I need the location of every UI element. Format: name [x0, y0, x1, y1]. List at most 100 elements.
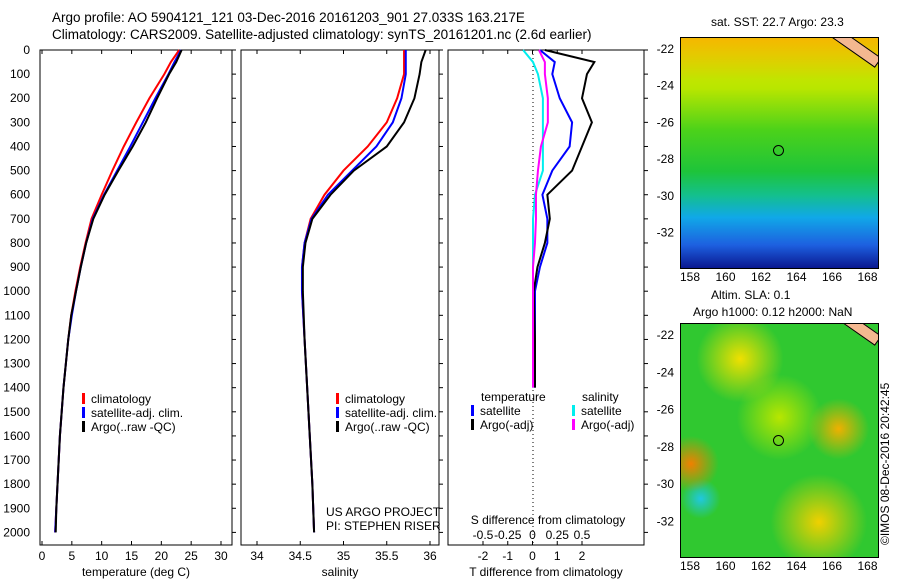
legend-swatch-satellite	[336, 407, 339, 418]
legend-temperature: climatology satellite-adj. clim. Argo(..…	[82, 392, 183, 434]
x-tick-label: 35.5	[375, 549, 399, 563]
plot-frame	[447, 49, 645, 546]
argo-location-marker	[773, 145, 784, 156]
legend-heading: temperature	[481, 390, 546, 404]
lat-tick-label: -30	[657, 477, 675, 491]
y-tick-label: 1600	[3, 429, 30, 443]
lon-tick-label: 164	[786, 270, 806, 284]
x-tick-label: 34.5	[289, 549, 313, 563]
imos-stamp: ©IMOS 08-Dec-2016 20:42:45	[878, 382, 892, 545]
x-tick-label: 0	[39, 549, 46, 563]
legend-heading: salinity	[582, 390, 619, 404]
x-tick-label: 36	[423, 549, 437, 563]
lat-tick-label: -24	[657, 365, 675, 379]
y-tick-label: 1400	[3, 381, 30, 395]
series-line-satellite-adj-clim-	[300, 50, 407, 533]
legend-label: satellite-adj. clim.	[345, 406, 438, 420]
series-line-s-argo-adj-	[532, 49, 549, 388]
legend-swatch-t-argo	[471, 419, 474, 430]
lon-tick-label: 162	[751, 270, 771, 284]
x2-axis-label: S difference from climatology	[471, 513, 626, 527]
x-tick-label: 1	[554, 549, 561, 563]
x-tick-label: -2	[478, 549, 489, 563]
title-line-1: Argo profile: AO 5904121_121 03-Dec-2016…	[52, 10, 525, 25]
land-new-caledonia	[832, 38, 878, 68]
lat-tick-label: -22	[657, 42, 675, 56]
legend-salinity: climatology satellite-adj. clim. Argo(..…	[336, 392, 437, 434]
x-tick-label: 10	[95, 549, 109, 563]
land-new-caledonia	[832, 324, 878, 346]
legend-label: climatology	[345, 392, 406, 406]
lat-tick-label: -30	[657, 189, 675, 203]
series-line-climatology	[300, 50, 406, 533]
x-tick-label: 15	[125, 549, 139, 563]
y-tick-label: 900	[10, 260, 30, 274]
lat-tick-label: -32	[657, 514, 675, 528]
x-tick-label: 5	[68, 549, 75, 563]
lon-tick-label: 160	[715, 559, 735, 573]
legend-label: Argo(..raw -QC)	[345, 420, 430, 434]
series-line-t-argo-adj-	[532, 49, 596, 388]
legend-swatch-s-satellite	[572, 405, 575, 416]
legend-diff-salinity: salinity satellite Argo(-adj)	[572, 390, 634, 432]
x-tick-label: 20	[155, 549, 169, 563]
lat-tick-label: -22	[657, 328, 675, 342]
lon-tick-label: 168	[857, 559, 877, 573]
x-tick-label: -1	[502, 549, 513, 563]
lat-tick-label: -26	[657, 403, 675, 417]
legend-swatch-s-argo	[572, 419, 575, 430]
legend-label: Argo(-adj)	[480, 418, 534, 432]
y-tick-label: 100	[10, 67, 30, 81]
x-tick-label: 0	[529, 549, 536, 563]
x-tick-label: 34	[250, 549, 264, 563]
y-tick-label: 1300	[3, 357, 30, 371]
legend-swatch-t-satellite	[471, 405, 474, 416]
argo-location-marker	[773, 435, 784, 446]
credit: US ARGO PROJECT PI: STEPHEN RISER	[326, 505, 441, 533]
lat-tick-label: -28	[657, 152, 675, 166]
y-tick-label: 0	[23, 43, 30, 57]
lon-tick-label: 164	[786, 559, 806, 573]
y-tick-label: 400	[10, 139, 30, 153]
x-axis-label: T difference from climatology	[469, 565, 623, 579]
lon-tick-label: 158	[680, 270, 700, 284]
lon-tick-label: 160	[715, 270, 735, 284]
credit-project: US ARGO PROJECT	[326, 505, 441, 519]
y-tick-label: 1900	[3, 501, 30, 515]
lon-tick-label: 162	[751, 559, 771, 573]
sst-map-title: sat. SST: 22.7 Argo: 23.3	[711, 15, 844, 29]
y-tick-label: 800	[10, 236, 30, 250]
x-tick-label: 35	[337, 549, 351, 563]
lat-tick-label: -24	[657, 79, 675, 93]
sla-map-title-2: Argo h1000: 0.12 h2000: NaN	[693, 305, 853, 319]
x-tick-label: 30	[214, 549, 228, 563]
legend-label: satellite-adj. clim.	[91, 406, 184, 420]
series-line-argo-raw-qc-	[301, 49, 427, 533]
series-line-argo-raw-qc-	[54, 49, 183, 533]
y-tick-label: 1700	[3, 453, 30, 467]
lat-tick-label: -32	[657, 226, 675, 240]
y-tick-label: 500	[10, 164, 30, 178]
legend-swatch-satellite	[82, 407, 85, 418]
legend-label: satellite	[581, 404, 622, 418]
x-tick-label: 25	[184, 549, 198, 563]
x2-tick-label: 0.25	[546, 528, 570, 542]
y-tick-label: 1800	[3, 477, 30, 491]
x-tick-label: 2	[579, 549, 586, 563]
y-tick-label: 2000	[3, 525, 30, 539]
sla-map	[680, 323, 879, 558]
legend-swatch-argo	[82, 421, 85, 432]
lat-tick-label: -26	[657, 115, 675, 129]
legend-swatch-climatology	[82, 393, 85, 404]
y-tick-label: 200	[10, 91, 30, 105]
legend-label: climatology	[91, 392, 152, 406]
y-tick-label: 300	[10, 115, 30, 129]
x2-tick-label: -0.5	[473, 528, 494, 542]
y-tick-label: 1100	[4, 308, 30, 322]
legend-diff-temperature: temperature satellite Argo(-adj)	[471, 390, 546, 432]
x2-tick-label: 0	[529, 528, 536, 542]
legend-label: satellite	[480, 404, 521, 418]
legend-swatch-argo	[336, 421, 339, 432]
